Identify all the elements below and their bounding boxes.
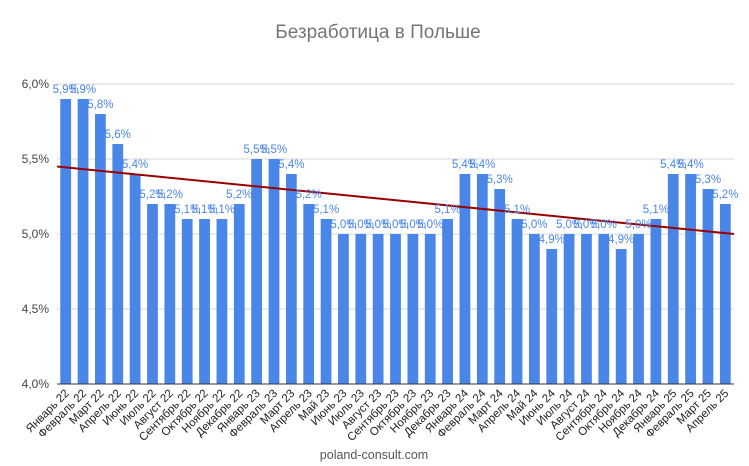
- bar: [563, 234, 575, 384]
- data-label: 5,2%: [296, 189, 322, 201]
- data-label: 5,1%: [191, 204, 217, 216]
- data-label: 5,3%: [695, 174, 721, 186]
- data-label: 5,6%: [105, 129, 131, 141]
- bar: [511, 219, 523, 384]
- bar: [615, 249, 627, 384]
- data-label: 5,4%: [660, 159, 686, 171]
- bars: [60, 99, 731, 384]
- bar: [476, 174, 488, 384]
- data-label: 5,2%: [157, 189, 183, 201]
- bar: [546, 249, 558, 384]
- data-label: 5,1%: [643, 204, 669, 216]
- bar: [598, 234, 610, 384]
- data-label: 5,2%: [712, 189, 738, 201]
- bar: [268, 159, 280, 384]
- data-label: 5,0%: [591, 219, 617, 231]
- data-label: 5,4%: [452, 159, 478, 171]
- data-label: 5,5%: [261, 144, 287, 156]
- data-label: 5,4%: [278, 159, 304, 171]
- bar: [633, 234, 644, 384]
- data-label: 5,0%: [330, 219, 356, 231]
- data-label: 5,4%: [677, 159, 703, 171]
- data-label: 5,1%: [504, 204, 530, 216]
- data-label: 4,9%: [608, 234, 634, 246]
- bar: [650, 219, 662, 384]
- bar: [112, 144, 124, 384]
- bar: [719, 204, 731, 384]
- trendline-layer: [56, 165, 735, 235]
- bar: [95, 114, 106, 384]
- bar: [181, 219, 193, 384]
- y-tick-label: 4,5%: [22, 302, 50, 316]
- data-label: 5,9%: [53, 84, 79, 96]
- data-labels: 5,9%5,9%5,8%5,6%5,4%5,2%5,2%5,1%5,1%5,1%…: [53, 84, 739, 246]
- data-label: 5,4%: [469, 159, 495, 171]
- data-label: 5,2%: [226, 189, 252, 201]
- bar: [355, 234, 367, 384]
- y-axis-ticks: 4,0% 4,5% 5,0% 5,5% 6,0%: [22, 77, 50, 391]
- bar: [702, 189, 714, 384]
- y-tick-label: 6,0%: [22, 77, 50, 91]
- data-label: 5,1%: [174, 204, 200, 216]
- data-label: 5,1%: [313, 204, 339, 216]
- data-label: 5,0%: [365, 219, 391, 231]
- data-label: 5,0%: [521, 219, 547, 231]
- data-label: 5,0%: [400, 219, 426, 231]
- data-label: 5,1%: [434, 204, 460, 216]
- bar: [407, 234, 419, 384]
- data-label: 4,9%: [539, 234, 565, 246]
- bar: [390, 234, 401, 384]
- bar: [129, 174, 141, 384]
- bar: [442, 219, 453, 384]
- data-label: 5,0%: [573, 219, 599, 231]
- y-tick-label: 5,0%: [22, 227, 50, 241]
- data-label: 5,0%: [625, 219, 651, 231]
- bar: [667, 174, 679, 384]
- bar: [459, 174, 471, 384]
- bar: [685, 174, 696, 384]
- bar: [233, 204, 245, 384]
- data-label: 5,0%: [348, 219, 374, 231]
- bar: [199, 219, 210, 384]
- data-label: 5,4%: [122, 159, 148, 171]
- y-tick-label: 4,0%: [22, 377, 50, 391]
- bar: [60, 99, 72, 384]
- data-label: 5,3%: [487, 174, 513, 186]
- bar: [528, 234, 540, 384]
- y-tick-label: 5,5%: [22, 152, 50, 166]
- bar: [494, 189, 506, 384]
- bar: [338, 234, 349, 384]
- data-label: 5,1%: [209, 204, 235, 216]
- bar: [216, 219, 228, 384]
- bar: [77, 99, 89, 384]
- bar: [251, 159, 263, 384]
- data-label: 5,9%: [70, 84, 96, 96]
- data-label: 5,0%: [556, 219, 582, 231]
- bar: [424, 234, 436, 384]
- chart-title: Безработица в Польше: [275, 22, 481, 43]
- bar: [372, 234, 384, 384]
- bar: [285, 174, 297, 384]
- bar: [320, 219, 332, 384]
- data-label: 5,5%: [244, 144, 270, 156]
- data-label: 5,2%: [139, 189, 165, 201]
- bar: [303, 204, 315, 384]
- source-caption: poland-consult.com: [320, 448, 428, 462]
- data-label: 5,0%: [417, 219, 443, 231]
- trendline: [56, 165, 735, 235]
- data-label: 5,8%: [87, 99, 113, 111]
- bar: [581, 234, 592, 384]
- bar: [164, 204, 176, 384]
- bar: [147, 204, 158, 384]
- data-label: 5,0%: [382, 219, 408, 231]
